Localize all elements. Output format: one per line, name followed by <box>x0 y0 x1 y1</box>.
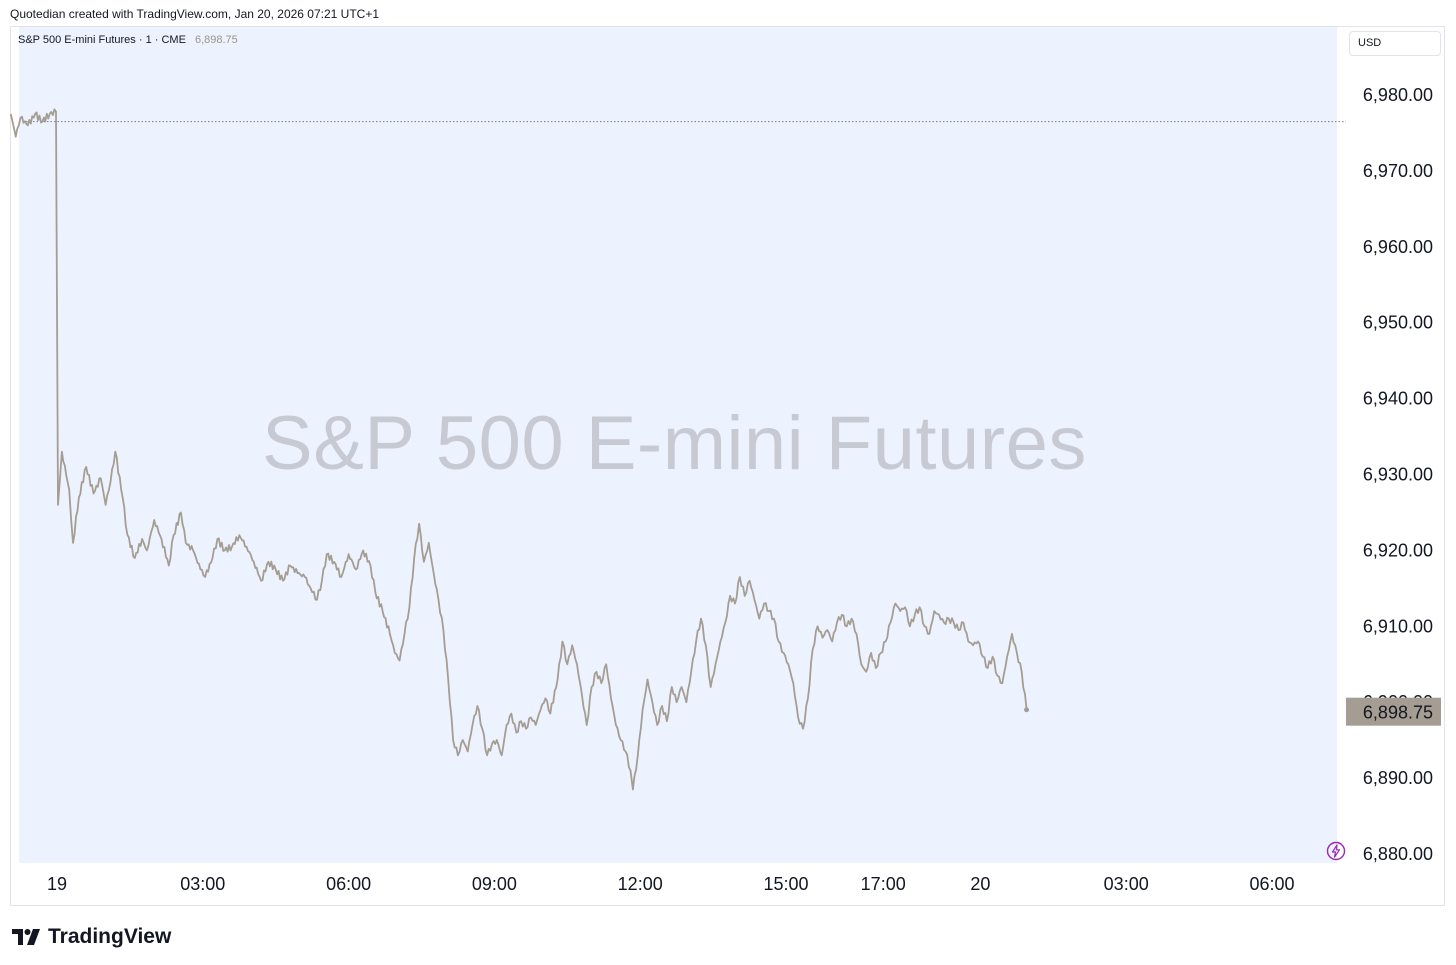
x-tick-label: 17:00 <box>861 874 906 894</box>
x-tick-label: 03:00 <box>180 874 225 894</box>
y-tick-label: 6,920.00 <box>1363 540 1433 560</box>
plot-area[interactable] <box>19 27 1337 863</box>
x-tick-label: 09:00 <box>472 874 517 894</box>
tradingview-brand[interactable]: TradingView <box>12 925 171 949</box>
brand-name: TradingView <box>48 925 172 948</box>
currency-button[interactable]: USD <box>1349 31 1441 56</box>
legend-last-price: 6,898.75 <box>194 34 238 46</box>
last-price-tag <box>1346 697 1441 726</box>
y-tick-label: 6,890.00 <box>1363 768 1433 788</box>
y-tick-label: 6,930.00 <box>1363 465 1433 485</box>
price-line <box>9 108 1028 791</box>
y-tick-label: 6,960.00 <box>1363 237 1433 257</box>
x-tick-label: 12:00 <box>618 874 663 894</box>
symbol-watermark: S&P 500 E-mini Futures <box>262 401 1087 486</box>
x-tick-label: 06:00 <box>1249 874 1294 894</box>
x-tick-label: 15:00 <box>763 874 808 894</box>
y-tick-label: 6,940.00 <box>1363 389 1433 409</box>
tradingview-logo-icon <box>12 929 40 945</box>
chart-credit: Quotedian created with TradingView.com, … <box>10 7 380 21</box>
lightning-bolt-icon[interactable] <box>1326 841 1346 861</box>
x-tick-label: 06:00 <box>326 874 371 894</box>
symbol-name: S&P 500 E-mini Futures · 1 · CME <box>18 34 186 46</box>
y-tick-label: 6,980.00 <box>1363 85 1433 105</box>
x-tick-label: 20 <box>970 874 990 894</box>
last-price-dot <box>1024 707 1030 713</box>
symbol-legend[interactable]: S&P 500 E-mini Futures · 1 · CME 6,898.7… <box>18 34 238 46</box>
x-tick-label: 03:00 <box>1104 874 1149 894</box>
y-tick-label: 6,880.00 <box>1363 844 1433 864</box>
y-tick-label: 6,950.00 <box>1363 313 1433 333</box>
y-tick-label: 6,970.00 <box>1363 161 1433 181</box>
chart-frame <box>10 26 1445 906</box>
last-price-tag-label: 6,898.75 <box>1363 703 1433 723</box>
y-tick-label: 6,910.00 <box>1363 616 1433 636</box>
x-tick-label: 19 <box>47 874 67 894</box>
